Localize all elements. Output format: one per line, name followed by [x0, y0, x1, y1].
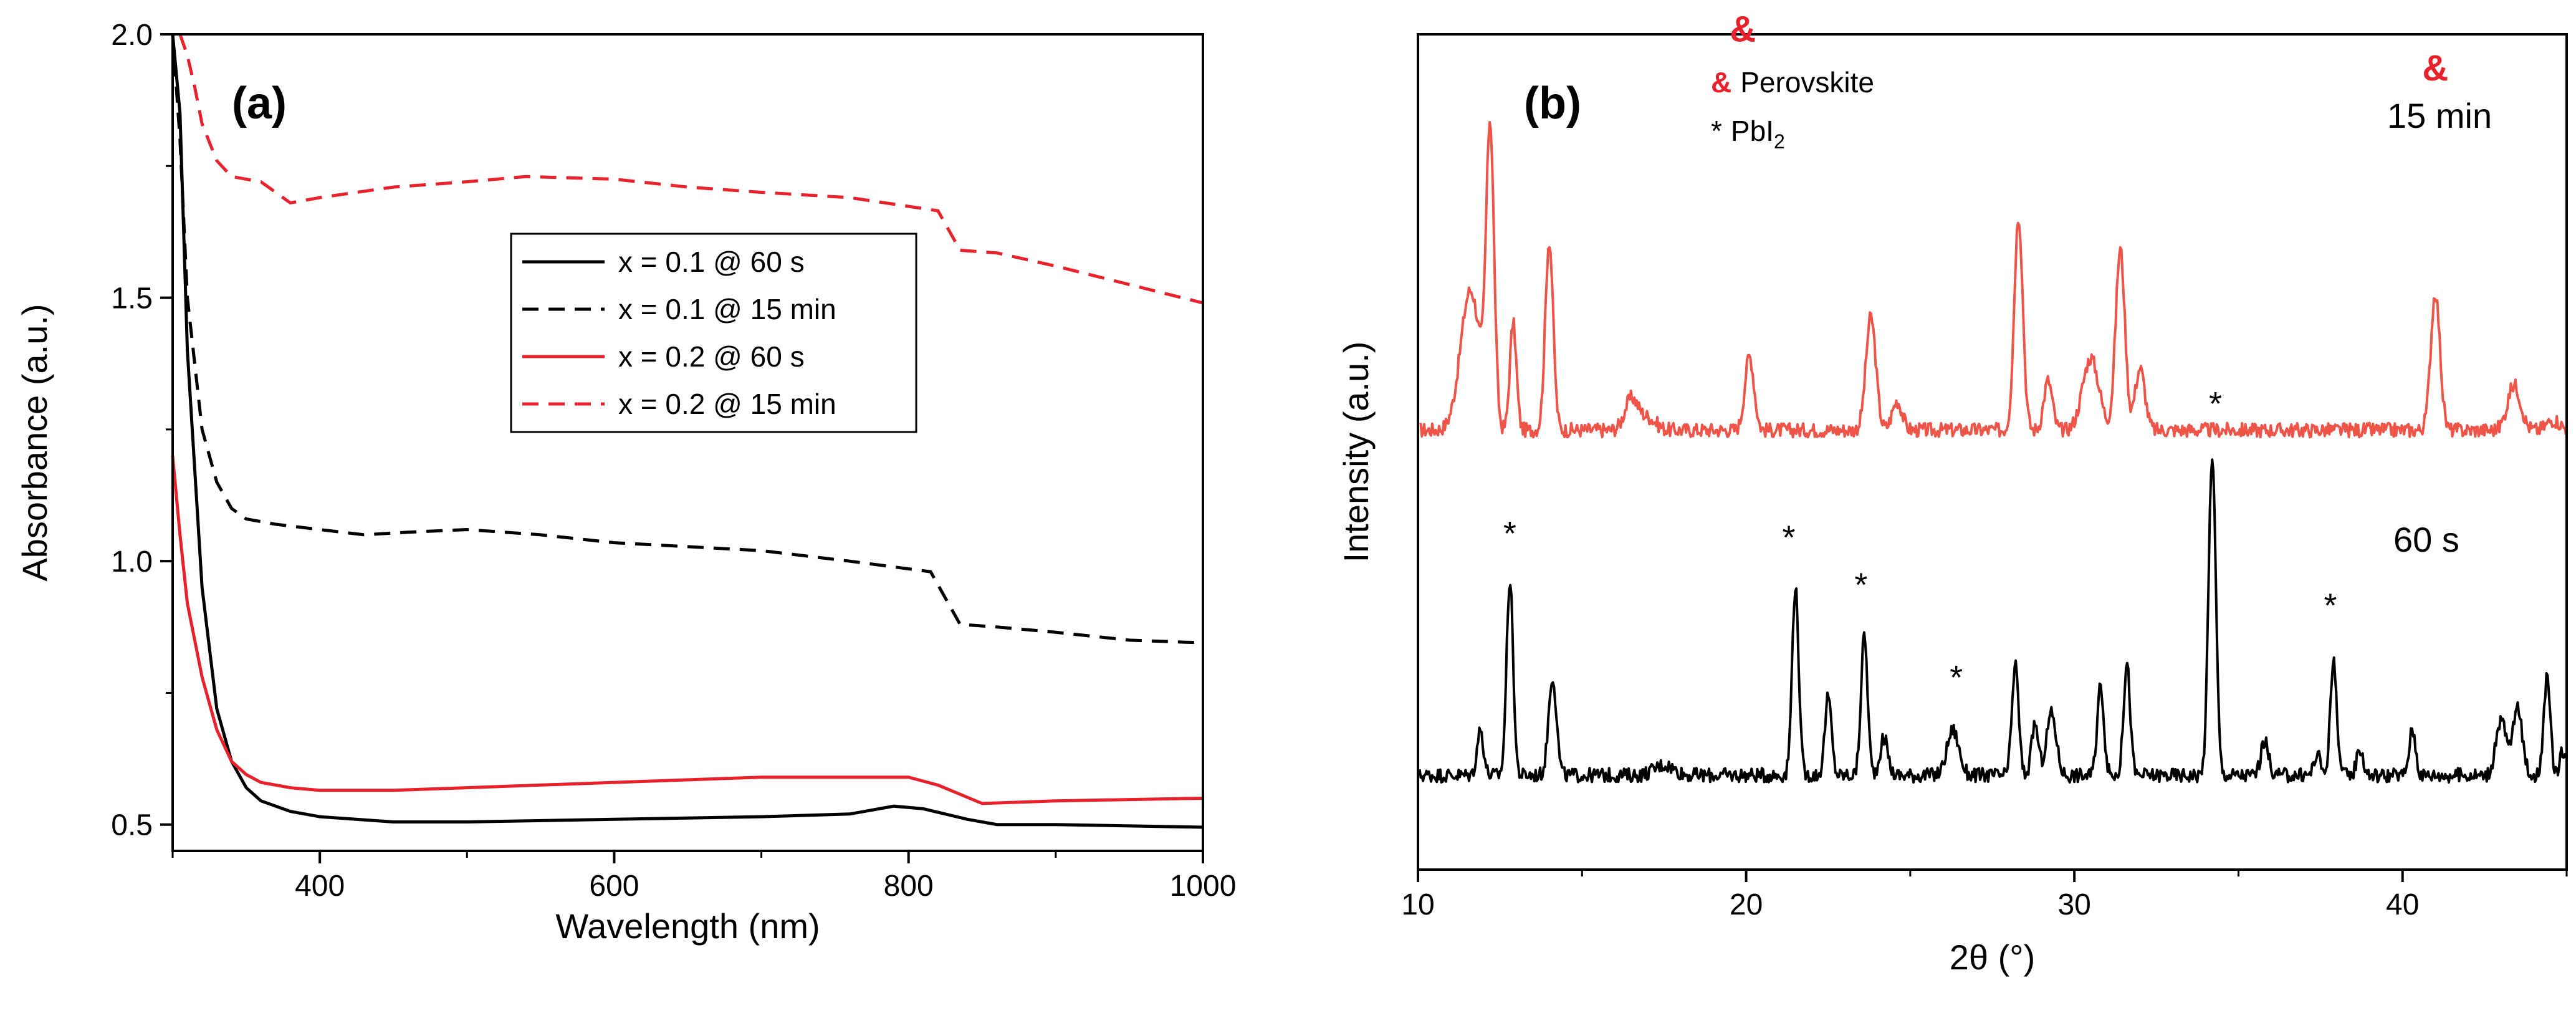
perovskite-legend-marker: &: [1711, 66, 1731, 98]
panel-a-y-tick-label: 1.0: [111, 545, 153, 579]
panel-b-legend-pbi2: * PbI2: [1711, 115, 1785, 153]
pbi2-legend-label: PbI: [1731, 115, 1774, 147]
pbi2-peak-marker: *: [1503, 515, 1516, 552]
panel-a-legend: x = 0.1 @ 60 s x = 0.1 @ 15 min x = 0.2 @ …: [510, 233, 917, 433]
panel-b-label: (b): [1524, 79, 1581, 128]
panel-a-x-tick-label: 800: [884, 870, 934, 903]
perovskite-peak-marker: &: [1730, 9, 1756, 49]
panel-b-ticks: 10 20 30 40: [1401, 870, 2568, 921]
panel-a-plot-frame: [171, 33, 1204, 852]
panel-b-x-tick-label: 30: [2057, 888, 2090, 921]
panel-b-series-group: [1418, 121, 2567, 784]
pbi2-peak-marker: *: [1950, 659, 1963, 696]
panel-b-series-line-0: [1419, 121, 2567, 439]
panel-a-y-tick-label: 1.5: [111, 282, 153, 315]
pbi2-peak-marker: *: [1854, 567, 1867, 604]
panel-a-series-line-0: [171, 34, 1204, 829]
panel-a-x-axis-label: Wavelength (nm): [555, 906, 820, 946]
panel-a-legend-box: [510, 233, 917, 433]
panel-a-legend-label: x = 0.1 @ 15 min: [618, 293, 836, 325]
panel-b-x-tick-label: 10: [1401, 888, 1434, 921]
panel-b-peak-markers: &&&&&******: [1503, 9, 2448, 696]
panel-a-legend-label: x = 0.2 @ 60 s: [618, 340, 805, 373]
panel-a-y-tick-label: 0.5: [111, 809, 153, 842]
panel-b-x-axis-label: 2θ (°): [1950, 938, 2036, 977]
panel-a-y-axis-label: Absorbance (a.u.): [15, 304, 54, 581]
pbi2-legend-marker: *: [1711, 115, 1722, 147]
panel-b-y-axis-label: Intensity (a.u.): [1336, 342, 1376, 563]
panel-b-series-line-1: [1418, 458, 2567, 784]
panel-b-legend: & Perovskite * PbI2: [1711, 66, 1874, 153]
pbi2-peak-marker: *: [2209, 385, 2222, 423]
pbi2-peak-marker: *: [2324, 587, 2337, 625]
panel-b-legend-perovskite: & Perovskite: [1711, 66, 1874, 98]
panel-a-series-line-2: [171, 455, 1204, 805]
panel-a-x-tick-label: 1000: [1170, 870, 1237, 903]
panel-a-label: (a): [232, 79, 287, 128]
panel-b-plot-frame: [1417, 33, 2568, 871]
panel-a-absorbance-chart: 400 600 800 1000 0.5 1.0 1.5 2.0 (a) Wavelength…: [15, 19, 1237, 946]
panel-a-y-tick-label: 2.0: [111, 19, 153, 52]
panel-a-series-line-1: [171, 34, 1204, 645]
panel-a-x-tick-label: 600: [589, 870, 639, 903]
panel-b-x-tick-label: 20: [1730, 888, 1763, 921]
panel-a-legend-label: x = 0.2 @ 15 min: [618, 388, 836, 420]
perovskite-legend-label: Perovskite: [1740, 66, 1874, 98]
series-label-15-min: 15 min: [2387, 96, 2492, 135]
panel-a-legend-label: x = 0.1 @ 60 s: [618, 246, 805, 278]
panel-b-x-tick-label: 40: [2386, 888, 2419, 921]
panel-a-x-tick-label: 400: [295, 870, 345, 903]
series-label-60-s: 60 s: [2393, 520, 2459, 559]
pbi2-peak-marker: *: [1783, 519, 1796, 557]
panel-b-series-labels: 15 min 60 s: [2387, 96, 2492, 559]
pbi2-legend-subscript: 2: [1774, 130, 1785, 153]
perovskite-peak-marker: &: [2422, 48, 2448, 89]
panel-a-series-line-3: [178, 34, 1204, 305]
panel-a-series-group: [171, 34, 1204, 829]
panel-a-ticks: 400 600 800 1000 0.5 1.0 1.5 2.0: [111, 19, 1236, 903]
